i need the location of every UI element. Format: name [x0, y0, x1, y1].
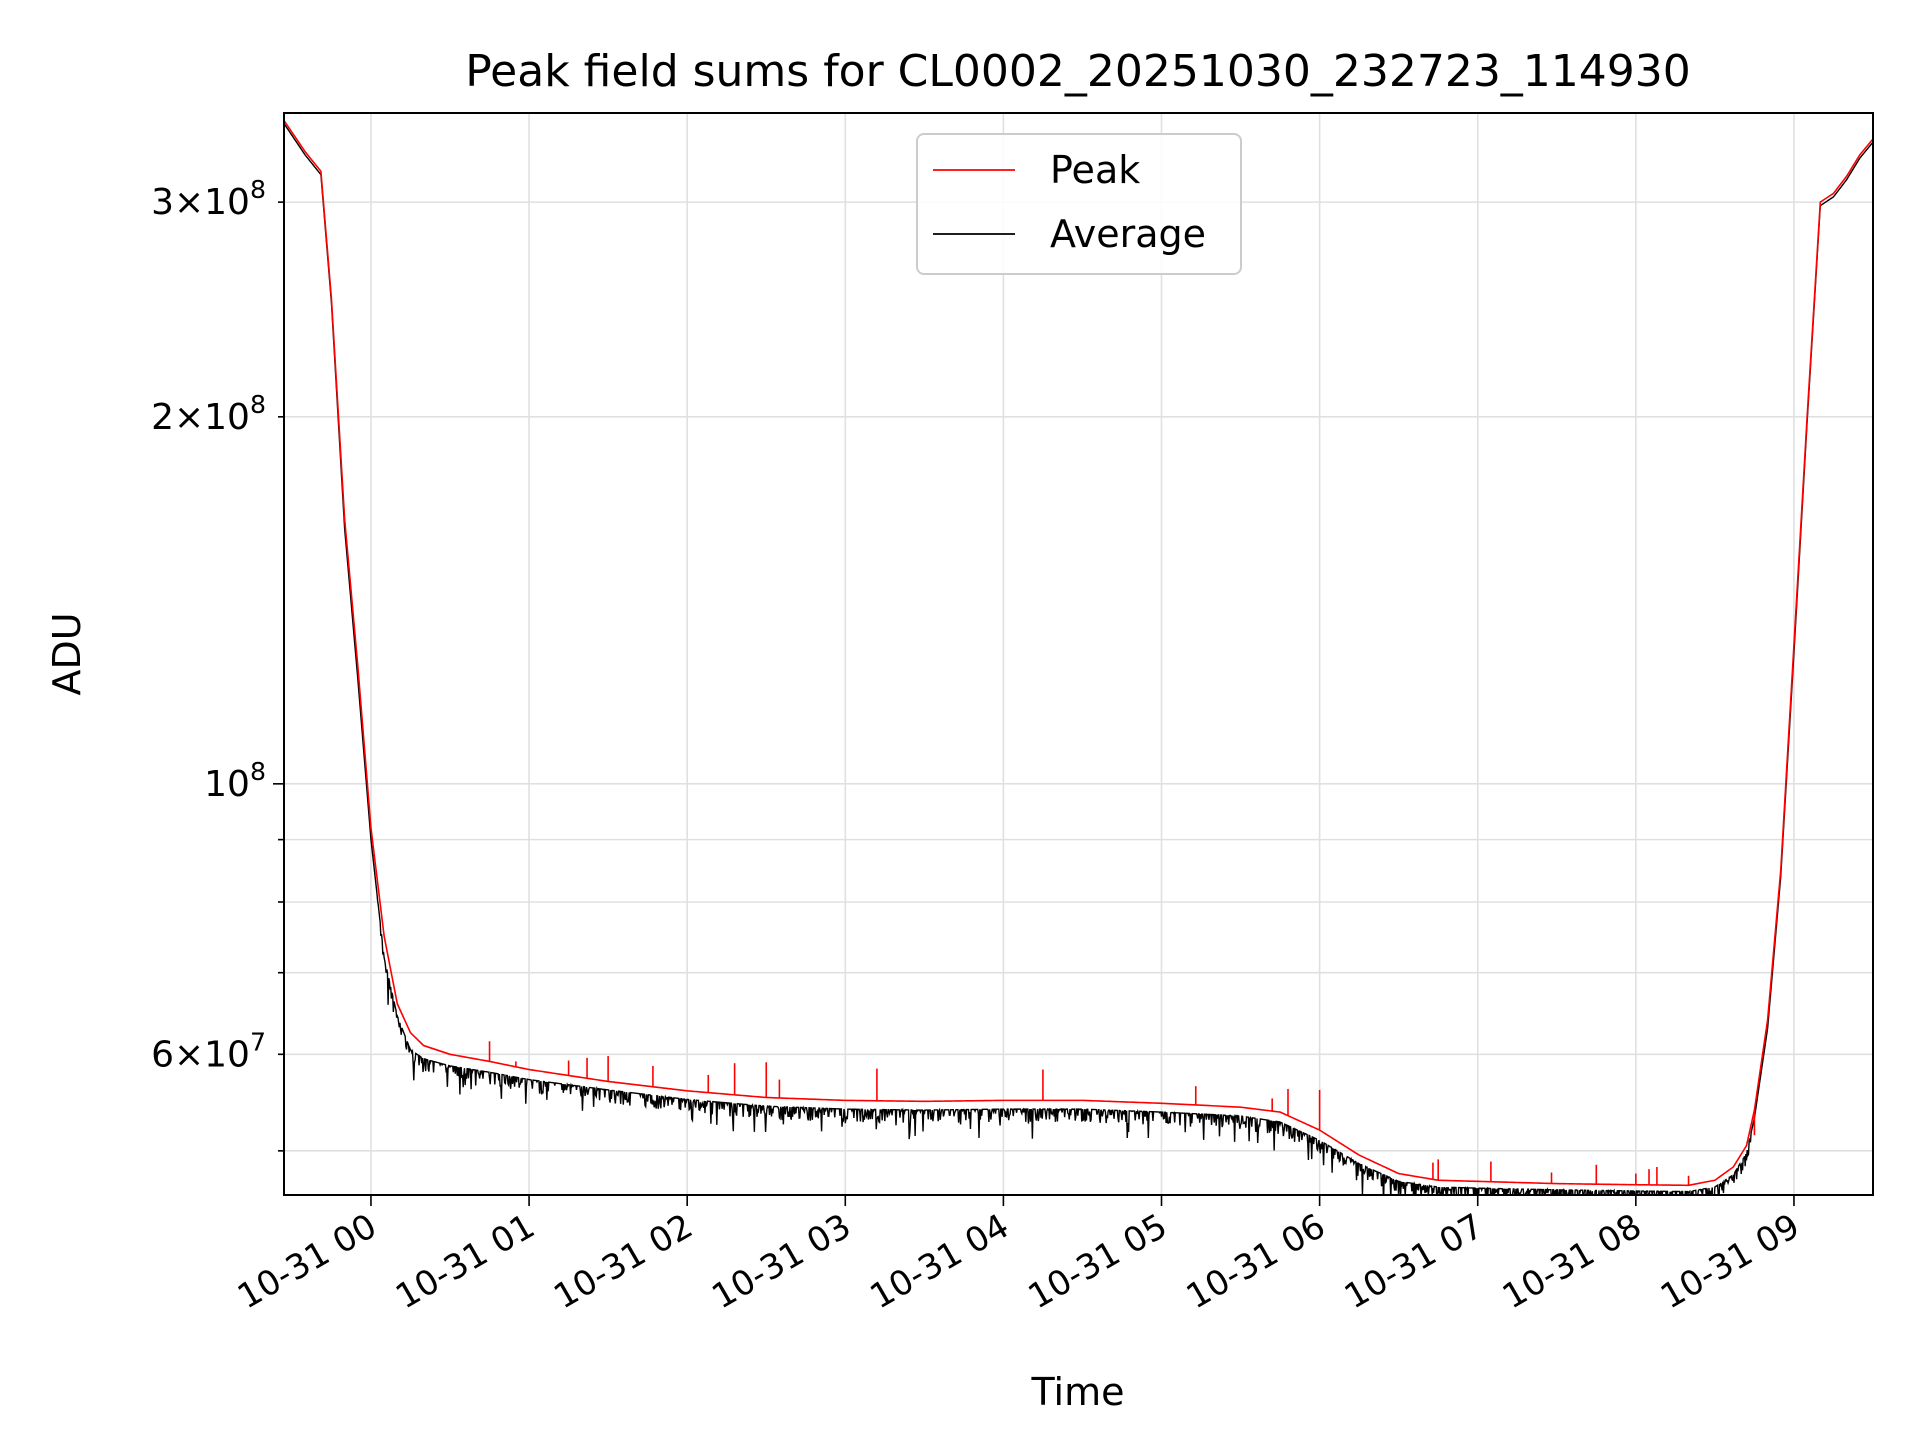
legend-box: [916, 133, 1242, 275]
legend-average-label: Average: [1050, 212, 1206, 256]
legend-peak-label: Peak: [1050, 148, 1140, 192]
legend: Peak Average: [916, 133, 1242, 275]
y-axis-label: ADU: [45, 612, 89, 695]
x-axis-label: Time: [1031, 1370, 1125, 1414]
series-average-line: [284, 123, 1873, 1195]
y-tick-label: 6×107: [151, 1027, 266, 1075]
series-layer: [284, 120, 1873, 1195]
y-tick-label: 3×108: [151, 175, 266, 223]
y-tick-label: 2×108: [151, 390, 266, 438]
y-axis: 108 6×107 2×108 3×108: [151, 175, 284, 1152]
chart-title: Peak field sums for CL0002_20251030_2327…: [465, 46, 1691, 97]
series-peak-line: [284, 120, 1873, 1187]
plot-frame: [283, 112, 1874, 1196]
y-tick-label: 108: [204, 757, 266, 805]
